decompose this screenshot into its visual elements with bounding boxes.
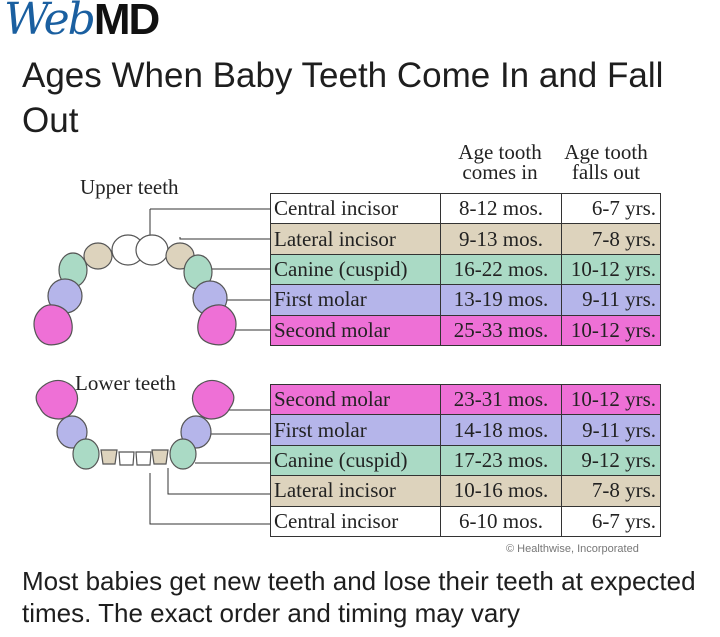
- header-falls-out-line1: Age tooth: [564, 140, 648, 164]
- tooth-name: Central incisor: [270, 192, 441, 225]
- lower-row-canine-cuspid: Canine (cuspid) 17-23 mos. 9-12 yrs.: [270, 444, 661, 477]
- tooth-name: First molar: [270, 414, 441, 446]
- header-falls-out: Age tooth falls out: [556, 140, 656, 184]
- body-text: Most babies get new teeth and lose their…: [22, 566, 696, 628]
- tooth-name: Second molar: [270, 383, 441, 416]
- age-comes-in: 14-18 mos.: [440, 414, 562, 446]
- lower-row-lateral-incisor: Lateral incisor 10-16 mos. 7-8 yrs.: [270, 475, 661, 507]
- lower-teeth-table: Second molar 23-31 mos. 10-12 yrs. First mo…: [270, 383, 661, 537]
- header-comes-in-line1: Age tooth: [458, 140, 542, 164]
- age-falls-out: 9-12 yrs.: [561, 444, 661, 477]
- upper-teeth-label: Upper teeth: [80, 175, 179, 199]
- age-comes-in: 8-12 mos.: [440, 192, 562, 225]
- upper-row-canine-cuspid: Canine (cuspid) 16-22 mos. 10-12 yrs.: [270, 253, 661, 286]
- age-comes-in: 6-10 mos.: [440, 505, 562, 537]
- age-falls-out: 10-12 yrs.: [561, 314, 661, 346]
- lower-row-first-molar: First molar 14-18 mos. 9-11 yrs.: [270, 414, 661, 446]
- age-comes-in: 13-19 mos.: [440, 284, 562, 316]
- lower-teeth-label: Lower teeth: [75, 371, 176, 395]
- header-comes-in-line2: comes in: [462, 160, 538, 184]
- age-falls-out: 7-8 yrs.: [561, 223, 661, 255]
- upper-row-lateral-incisor: Lateral incisor 9-13 mos. 7-8 yrs.: [270, 223, 661, 255]
- upper-row-first-molar: First molar 13-19 mos. 9-11 yrs.: [270, 284, 661, 316]
- upper-teeth-table: Central incisor 8-12 mos. 6-7 yrs. Lateral …: [270, 192, 661, 346]
- age-comes-in: 23-31 mos.: [440, 383, 562, 416]
- upper-teeth-illustration: [33, 208, 270, 346]
- upper-row-second-molar: Second molar 25-33 mos. 10-12 yrs.: [270, 314, 661, 346]
- age-falls-out: 6-7 yrs.: [561, 505, 661, 537]
- article-title: Ages When Baby Teeth Come In and Fall Ou…: [22, 56, 664, 140]
- tooth-name: Lateral incisor: [270, 223, 441, 255]
- age-falls-out: 6-7 yrs.: [561, 192, 661, 225]
- age-comes-in: 25-33 mos.: [440, 314, 562, 346]
- lower-row-central-incisor: Central incisor 6-10 mos. 6-7 yrs.: [270, 505, 661, 537]
- age-falls-out: 9-11 yrs.: [561, 284, 661, 316]
- upper-row-central-incisor: Central incisor 8-12 mos. 6-7 yrs.: [270, 192, 661, 225]
- lower-row-second-molar: Second molar 23-31 mos. 10-12 yrs.: [270, 383, 661, 416]
- tooth-name: Lateral incisor: [270, 475, 441, 507]
- tooth-name: First molar: [270, 284, 441, 316]
- webmd-logo[interactable]: WebMD: [4, 0, 160, 46]
- logo-md: MD: [93, 0, 160, 44]
- age-comes-in: 16-22 mos.: [440, 253, 562, 286]
- header-falls-out-line2: falls out: [571, 160, 641, 184]
- lower-teeth-illustration: [35, 379, 270, 525]
- tooth-name: Central incisor: [270, 505, 441, 537]
- teeth-chart-figure: Age tooth comes in Age tooth falls out U…: [0, 138, 720, 563]
- tooth-name: Second molar: [270, 314, 441, 346]
- logo-web: Web: [4, 0, 96, 45]
- age-comes-in: 10-16 mos.: [440, 475, 562, 507]
- age-falls-out: 10-12 yrs.: [561, 383, 661, 416]
- age-falls-out: 10-12 yrs.: [561, 253, 661, 286]
- age-falls-out: 7-8 yrs.: [561, 475, 661, 507]
- age-comes-in: 9-13 mos.: [440, 223, 562, 255]
- tooth-name: Canine (cuspid): [270, 444, 441, 477]
- tooth-name: Canine (cuspid): [270, 253, 441, 286]
- age-falls-out: 9-11 yrs.: [561, 414, 661, 446]
- image-credit: © Healthwise, Incorporated: [506, 543, 639, 555]
- age-comes-in: 17-23 mos.: [440, 444, 562, 477]
- header-comes-in: Age tooth comes in: [450, 140, 550, 184]
